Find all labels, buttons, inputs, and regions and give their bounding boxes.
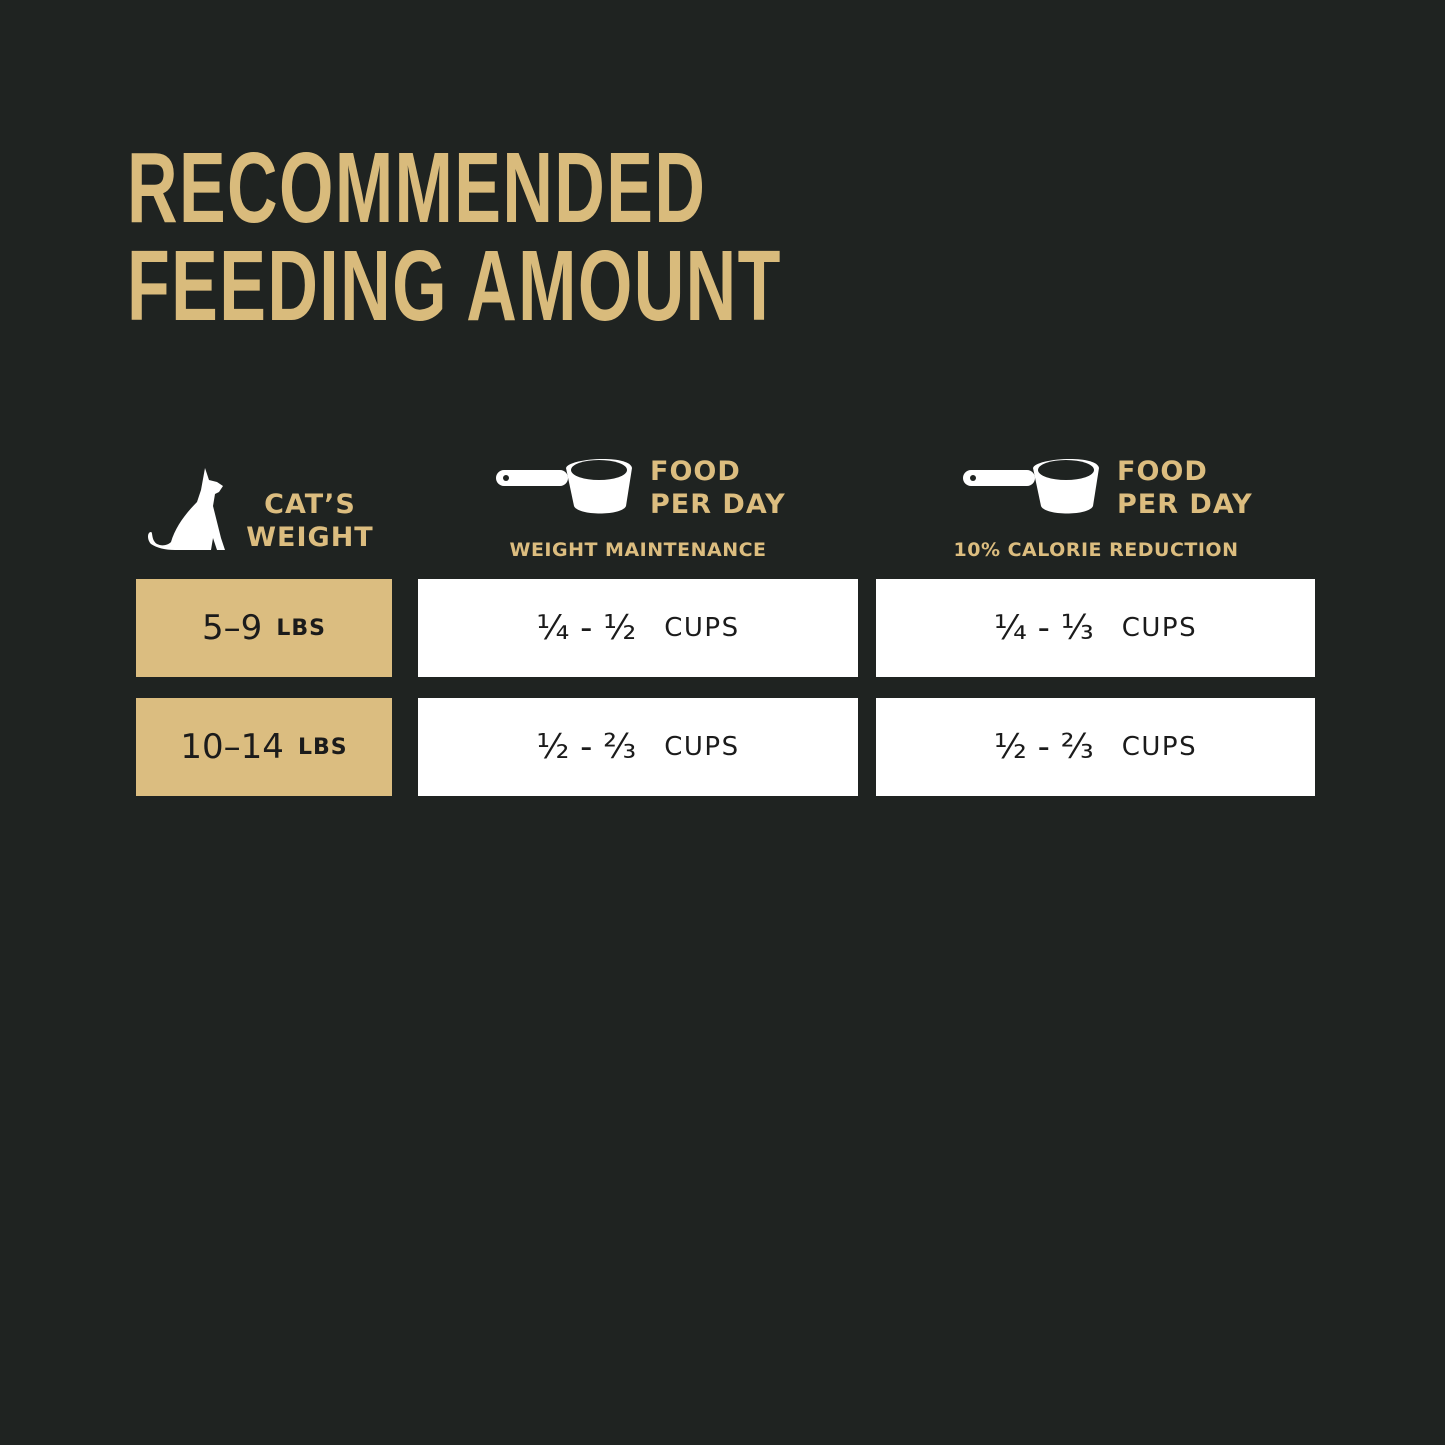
reduction-amount: ½ - ⅔: [993, 727, 1094, 767]
reduction-subtitle: 10% CALORIE REDUCTION: [953, 539, 1239, 561]
weight-cell: 5–9 LBS: [136, 579, 392, 677]
title-line-2: FEEDING AMOUNT: [127, 230, 782, 342]
maintenance-subtitle: WEIGHT MAINTENANCE: [509, 539, 767, 561]
reduction-cell: ¼ - ⅓ CUPS: [876, 579, 1315, 677]
weight-value: 10–14: [180, 727, 284, 767]
maintenance-header-line2: PER DAY: [650, 489, 786, 520]
title-line-1: RECOMMENDED: [127, 132, 707, 244]
maintenance-header-line1: FOOD: [650, 456, 741, 487]
maintenance-amount: ¼ - ½: [536, 608, 637, 648]
maintenance-amount: ½ - ⅔: [536, 727, 637, 767]
cat-icon: [148, 468, 225, 550]
cups-unit: CUPS: [664, 732, 740, 762]
maintenance-cell: ¼ - ½ CUPS: [418, 579, 858, 677]
reduction-header: FOOD PER DAY: [1117, 455, 1253, 521]
reduction-cell: ½ - ⅔ CUPS: [876, 698, 1315, 796]
weight-cell: 10–14 LBS: [136, 698, 392, 796]
weight-value: 5–9: [202, 608, 263, 648]
cups-unit: CUPS: [1121, 613, 1198, 643]
maintenance-header: FOOD PER DAY: [650, 455, 786, 521]
reduction-header-line1: FOOD: [1117, 456, 1208, 487]
cups-unit: CUPS: [1121, 732, 1198, 762]
measuring-scoop-icon: [496, 458, 632, 514]
maintenance-cell: ½ - ⅔ CUPS: [418, 698, 858, 796]
weight-header-line1: CAT’S: [264, 489, 356, 520]
measuring-scoop-icon: [963, 458, 1099, 514]
weight-unit: LBS: [276, 615, 326, 641]
cups-unit: CUPS: [664, 613, 740, 643]
weight-header-line2: WEIGHT: [246, 522, 374, 553]
weight-unit: LBS: [297, 734, 348, 760]
weight-header: CAT’S WEIGHT: [243, 488, 377, 554]
reduction-header-line2: PER DAY: [1117, 489, 1253, 520]
reduction-amount: ¼ - ⅓: [993, 608, 1094, 648]
